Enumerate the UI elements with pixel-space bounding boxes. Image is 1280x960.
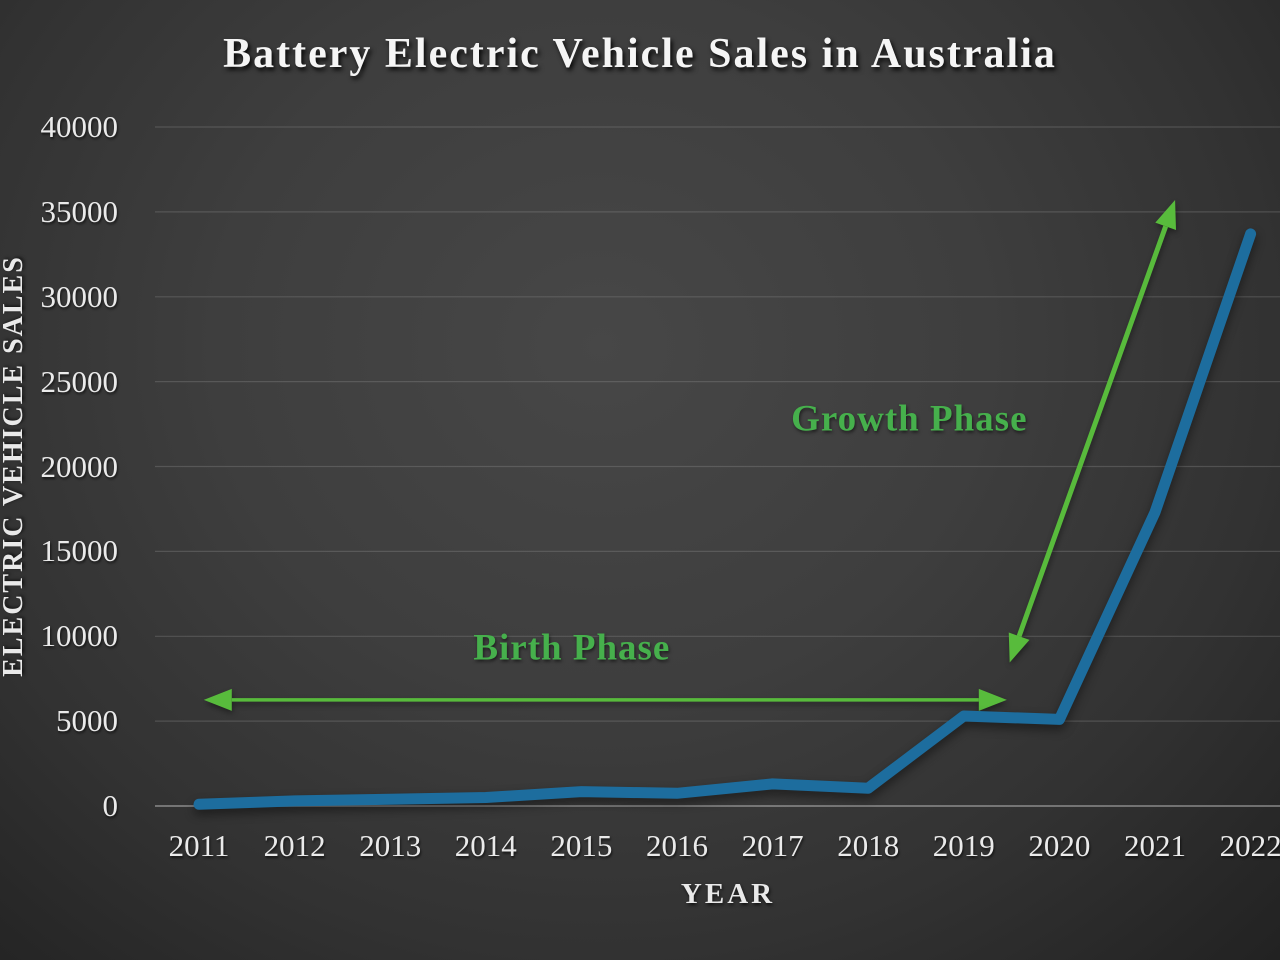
y-tick-label: 15000 xyxy=(40,533,119,569)
x-tick-label: 2012 xyxy=(263,828,326,863)
growth-phase-arrow xyxy=(1016,225,1169,638)
x-tick-label: 2020 xyxy=(1028,828,1091,863)
x-tick-label: 2013 xyxy=(359,828,422,863)
x-tick-label: 2017 xyxy=(741,828,804,863)
growth-phase-arrow xyxy=(1008,632,1030,663)
x-axis-title: YEAR xyxy=(680,878,776,910)
x-tick-label: 2011 xyxy=(168,828,230,863)
y-tick-label: 30000 xyxy=(40,278,119,314)
y-tick-label: 35000 xyxy=(40,193,119,229)
y-tick-label: 20000 xyxy=(40,448,119,484)
sales-data-line xyxy=(193,228,1257,810)
x-tick-label: 2022 xyxy=(1219,828,1280,863)
y-tick-label: 25000 xyxy=(40,363,119,399)
y-tick-label: 40000 xyxy=(40,109,119,144)
x-tick-label: 2014 xyxy=(454,828,517,863)
y-tick-label: 5000 xyxy=(56,703,118,739)
birth-phase-arrow xyxy=(203,688,1007,711)
annotation-growth-phase-label: Growth Phase xyxy=(791,398,1028,440)
annotation-birth-phase-label: Birth Phase xyxy=(473,627,671,669)
x-tick-label: 2018 xyxy=(837,828,900,863)
birth-phase-arrow xyxy=(203,688,232,711)
growth-phase-arrow xyxy=(1155,199,1177,231)
y-tick-label: 0 xyxy=(102,788,119,823)
x-tick-label: 2016 xyxy=(646,828,708,863)
x-tick-label: 2015 xyxy=(550,828,613,863)
y-tick-label: 10000 xyxy=(40,618,119,654)
x-tick-label: 2021 xyxy=(1124,828,1186,863)
growth-phase-arrow xyxy=(1008,199,1177,663)
x-tick-label: 2019 xyxy=(932,828,995,863)
birth-phase-arrow xyxy=(978,688,1007,711)
chart-title: Battery Electric Vehicle Sales in Austra… xyxy=(223,31,1057,77)
